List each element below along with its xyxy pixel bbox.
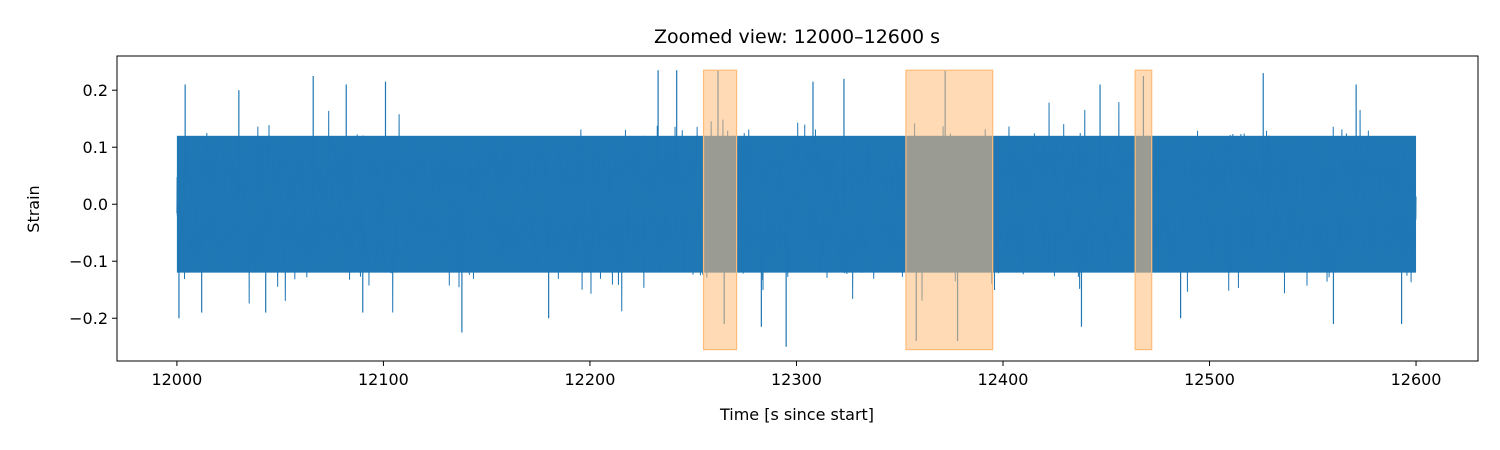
x-axis: 12000 12100 12200 12300 12400 12500 12600 bbox=[151, 361, 1441, 389]
highlight-region bbox=[1134, 69, 1153, 351]
y-tick-label: −0.2 bbox=[69, 309, 108, 328]
highlight-region bbox=[702, 69, 738, 351]
x-tick-label: 12400 bbox=[978, 370, 1029, 389]
signal-trace bbox=[176, 102, 1417, 313]
y-tick-label: 0.2 bbox=[83, 81, 108, 100]
x-tick-label: 12500 bbox=[1184, 370, 1235, 389]
x-tick-label: 12100 bbox=[358, 370, 409, 389]
chart-title: Zoomed view: 12000–12600 s bbox=[654, 26, 940, 48]
y-axis: 0.2 0.1 0.0 −0.1 −0.2 bbox=[69, 81, 117, 328]
highlight-region bbox=[905, 69, 994, 351]
x-tick-label: 12600 bbox=[1391, 370, 1442, 389]
y-axis-label: Strain bbox=[24, 185, 43, 232]
x-axis-label: Time [s since start] bbox=[719, 405, 874, 424]
x-tick-label: 12000 bbox=[151, 370, 202, 389]
y-tick-label: −0.1 bbox=[69, 252, 108, 271]
plot-area bbox=[176, 69, 1417, 351]
axes-frame bbox=[116, 55, 1479, 362]
x-tick-label: 12300 bbox=[771, 370, 822, 389]
y-tick-label: 0.0 bbox=[83, 195, 108, 214]
x-tick-label: 12200 bbox=[564, 370, 615, 389]
y-tick-label: 0.1 bbox=[83, 138, 108, 157]
